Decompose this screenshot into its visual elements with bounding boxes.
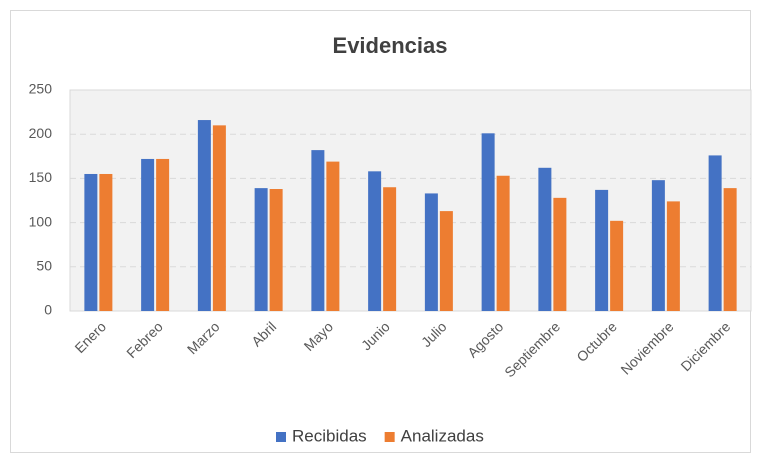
bar (424, 193, 438, 311)
bar (269, 189, 283, 311)
bar (723, 188, 737, 311)
bar (254, 188, 268, 311)
y-tick-label: 0 (44, 302, 52, 318)
bar (496, 175, 510, 311)
plot-area (69, 89, 752, 312)
bar (666, 201, 680, 311)
bar (610, 220, 624, 311)
bar (141, 158, 155, 311)
bar (368, 171, 382, 311)
legend-swatch (384, 432, 395, 442)
bar (212, 125, 226, 311)
y-tick-label: 250 (29, 81, 53, 97)
bar (99, 173, 113, 311)
legend-label: Analizadas (401, 426, 484, 445)
y-tick-label: 150 (29, 169, 53, 185)
bar (439, 211, 453, 311)
legend-swatch (276, 432, 286, 442)
bar (538, 167, 552, 311)
y-tick-label: 200 (29, 125, 53, 141)
bar (651, 180, 665, 311)
y-tick-label: 50 (36, 258, 52, 274)
bar (197, 120, 211, 311)
bar (326, 161, 340, 311)
bar (311, 150, 325, 311)
bar (84, 173, 98, 311)
bar (156, 158, 170, 311)
bar (383, 187, 397, 311)
chart-title: Evidencias (333, 33, 448, 58)
bar (595, 189, 609, 311)
bar (481, 133, 495, 311)
bar (553, 197, 567, 311)
legend-label: Recibidas (292, 426, 367, 445)
y-tick-label: 100 (29, 213, 53, 229)
bar (708, 155, 722, 311)
